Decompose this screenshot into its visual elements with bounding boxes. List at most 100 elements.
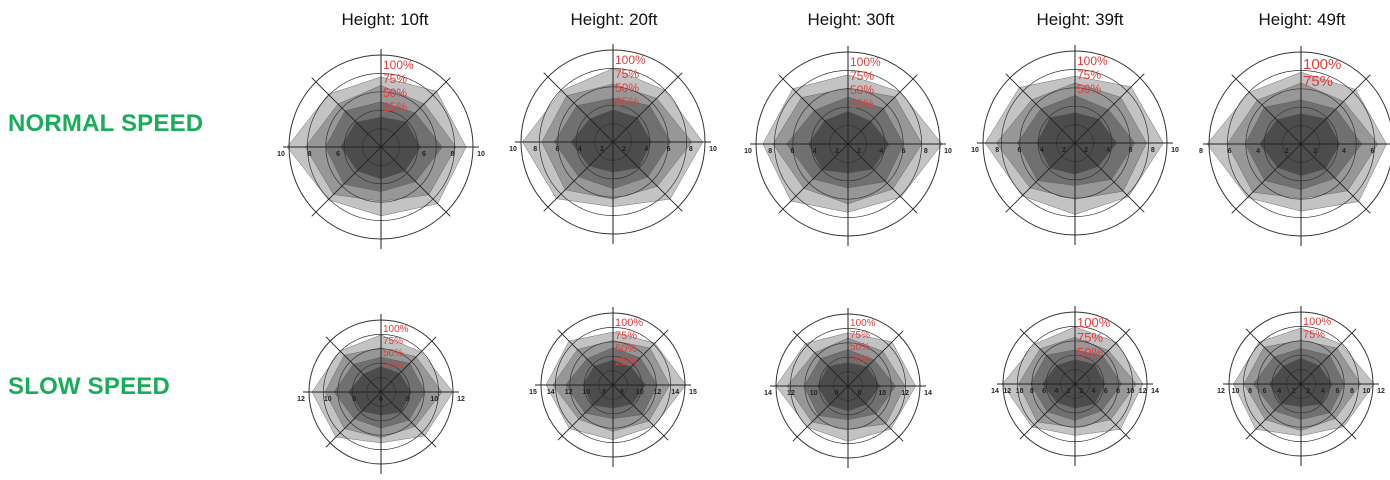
axis-tick-label: 4	[1106, 147, 1110, 154]
axis-tick-label: 4	[1321, 388, 1325, 395]
diagonal-axis	[1019, 328, 1131, 440]
percent-label: 25%	[383, 100, 407, 114]
axis-tick-label: 10	[636, 389, 644, 396]
axis-tick-label: 2	[1285, 148, 1289, 155]
axis-tick-label: 2	[1084, 147, 1088, 154]
axis-tick-label: 2	[1067, 388, 1071, 395]
diagonal-axis	[792, 330, 904, 442]
axis-tick-label: 6	[422, 151, 426, 158]
axis-tick-label: 10	[1127, 388, 1135, 395]
axis-tick-label: 4	[1092, 388, 1096, 395]
axis-tick-label: 10	[477, 151, 485, 158]
diagonal-axis	[557, 329, 669, 441]
percent-label: 75%	[615, 330, 637, 342]
axis-tick-label: 8	[352, 396, 356, 403]
percent-label: 75%	[1077, 330, 1103, 345]
axis-tick-label: 14	[764, 390, 772, 397]
axis-tick-label: 4	[813, 148, 817, 155]
axis-tick-label: 10	[709, 146, 717, 153]
axis-tick-label: 8	[406, 396, 410, 403]
column-header-30ft: Height: 30ft	[807, 10, 895, 29]
axis-tick-label: 4	[1040, 147, 1044, 154]
axis-tick-label: 14	[547, 389, 555, 396]
column-header-49ft: Height: 49ft	[1258, 10, 1346, 29]
axis-tick-label: 10	[430, 396, 438, 403]
row-label-normal-speed: NORMAL SPEED	[8, 110, 204, 137]
axis-tick-label: 2	[857, 148, 861, 155]
axis-tick-label: 15	[689, 389, 697, 396]
axis-tick-label: 6	[1335, 388, 1339, 395]
percent-label: 50%	[615, 81, 639, 95]
axis-tick-label: 10	[324, 396, 332, 403]
percent-label: 50%	[383, 86, 407, 100]
axis-tick-label: 8	[1248, 388, 1252, 395]
diagonal-axis	[1245, 328, 1357, 440]
axis-tick-label: 4	[1256, 148, 1260, 155]
column-header-20ft: Height: 20ft	[570, 10, 658, 29]
axis-tick-label: 8	[1350, 388, 1354, 395]
axis-tick-label: 2	[1062, 147, 1066, 154]
axis-tick-label: 2	[1079, 388, 1083, 395]
axis-tick-label: 12	[787, 390, 795, 397]
axis-tick-label: 8	[308, 151, 312, 158]
row-label-slow-speed: SLOW SPEED	[8, 373, 171, 400]
percent-label: 25%	[615, 95, 639, 109]
diagonal-axis	[1231, 74, 1371, 214]
diagonal-axis	[1005, 73, 1145, 213]
percent-label: 75%	[1303, 329, 1325, 341]
percent-label: 25%	[615, 356, 637, 368]
axis-tick-label: 2	[622, 146, 626, 153]
axis-tick-label: 8	[995, 147, 999, 154]
axis-tick-label: 6	[1017, 147, 1021, 154]
percent-label: 25%	[383, 360, 403, 371]
percent-label: 25%	[850, 97, 874, 111]
percent-label: 100%	[615, 53, 646, 67]
axis-tick-label: 8	[689, 146, 693, 153]
axis-tick-label: 2	[600, 146, 604, 153]
axis-tick-label: 10	[277, 151, 285, 158]
percent-label: 100%	[383, 58, 414, 72]
axis-tick-label: 8	[924, 148, 928, 155]
axis-tick-label: 12	[457, 396, 465, 403]
percent-label: 75%	[383, 72, 407, 86]
axis-tick-label: 10	[744, 148, 752, 155]
axis-tick-label: 2	[1313, 148, 1317, 155]
axis-tick-label: 6	[1263, 388, 1267, 395]
axis-tick-label: 6	[790, 148, 794, 155]
axis-tick-label: 12	[654, 389, 662, 396]
axis-tick-label: 10	[1232, 388, 1240, 395]
percent-label: 50%	[850, 342, 870, 353]
percent-label: 50%	[1077, 82, 1101, 96]
percent-label: 100%	[383, 324, 409, 335]
percent-label: 100%	[850, 318, 876, 329]
axis-tick-label: 10	[509, 146, 517, 153]
axis-tick-label: 4	[644, 146, 648, 153]
polar-plot-normal-39ft: 10 8 6 4 2 2 4 6 8 10 100%75%50%	[971, 45, 1179, 245]
axis-tick-label: 4	[1277, 388, 1281, 395]
axis-tick-label: 6	[1129, 147, 1133, 154]
axis-tick-label: 4	[578, 146, 582, 153]
axis-tick-label: 6	[1042, 388, 1046, 395]
axis-tick-label: 12	[1139, 388, 1147, 395]
axis-tick-label: 12	[901, 390, 909, 397]
percent-label: 75%	[383, 336, 403, 347]
percent-label: 50%	[1077, 345, 1103, 360]
axis-tick-label: 14	[924, 390, 932, 397]
percent-label: 100%	[1303, 56, 1341, 73]
polar-plot-normal-10ft: 10 8 6 6 8 10 100%75%50%25%	[277, 49, 485, 249]
axis-tick-label: 10	[971, 147, 979, 154]
axis-tick-label: 4	[879, 148, 883, 155]
axis-tick-label: 4	[1342, 148, 1346, 155]
polar-plot-slow-20ft: 15 14 12 10 8 8 10 12 14 15 100%75%50%25%	[529, 307, 697, 467]
axis-tick-label: 8	[768, 148, 772, 155]
axis-tick-label: 15	[529, 389, 537, 396]
percent-label: 25%	[850, 354, 870, 365]
axis-tick-label: 12	[297, 396, 305, 403]
axis-tick-label: 14	[991, 388, 999, 395]
diagonal-axis	[325, 336, 437, 448]
axis-tick-label: 10	[1363, 388, 1371, 395]
polar-plot-normal-20ft: 10 8 6 4 2 2 4 6 8 10 100%75%50%25%	[509, 44, 717, 244]
axis-tick-label: 8	[1030, 388, 1034, 395]
axis-tick-label: 8	[602, 389, 606, 396]
axis-tick-label: 8	[1199, 148, 1203, 155]
